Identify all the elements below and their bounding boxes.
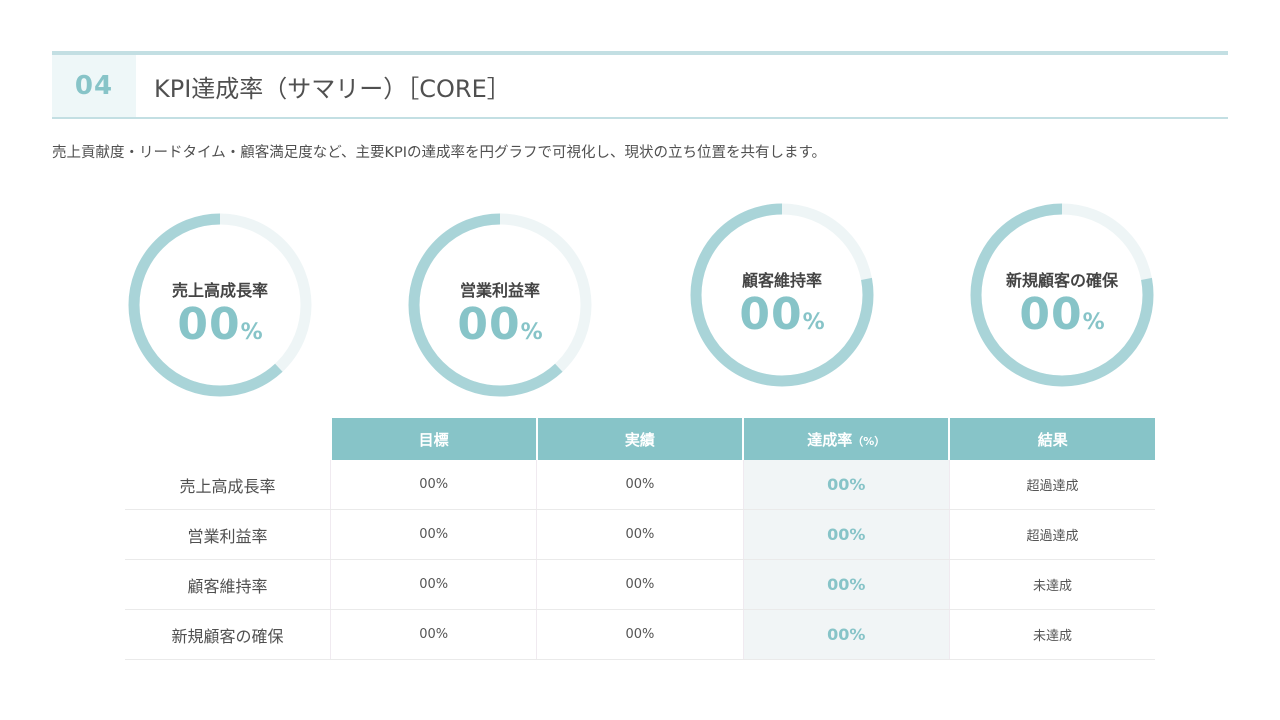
donut-ring-chart: [408, 213, 592, 397]
row-kpi-name: 顧客維持率: [125, 559, 331, 610]
donut-fill-arc: [408, 213, 592, 397]
table-header-rate-unit: （%）: [852, 434, 886, 448]
donut-value: 00%: [964, 289, 1160, 340]
donut-ring-chart: [690, 203, 874, 387]
donut-value: 00%: [402, 299, 598, 350]
row-rate: 00%: [742, 460, 950, 510]
kpi-donut-operating-margin: 営業利益率 00%: [402, 207, 598, 403]
donut-label: 顧客維持率: [741, 271, 822, 290]
kpi-donut-retention: 顧客維持率 00%: [684, 197, 880, 393]
donut-value-number: 00: [177, 299, 241, 350]
page-description: 売上貢献度・リードタイム・顧客満足度など、主要KPIの達成率を円グラフで可視化し…: [52, 145, 827, 161]
kpi-donut-new-customers: 新規顧客の確保 00%: [964, 197, 1160, 393]
row-target: 00%: [330, 559, 537, 610]
row-result: 超過達成: [948, 509, 1155, 560]
row-actual: 00%: [536, 460, 744, 510]
donut-ring-chart: [128, 213, 312, 397]
donut-label: 売上高成長率: [171, 281, 268, 300]
donut-value-unit: %: [802, 310, 825, 335]
donut-label: 新規顧客の確保: [1005, 271, 1118, 290]
donut-value-number: 00: [739, 289, 803, 340]
table-row: 新規顧客の確保 00% 00% 00% 未達成: [125, 609, 1155, 660]
table-header-actual: 実績: [535, 418, 744, 460]
donut-value: 00%: [684, 289, 880, 340]
row-target: 00%: [330, 609, 537, 660]
row-kpi-name: 新規顧客の確保: [125, 609, 331, 660]
donut-fill-arc: [970, 203, 1154, 387]
table-row: 営業利益率 00% 00% 00% 超過達成: [125, 509, 1155, 560]
table-header-blank: [125, 418, 331, 460]
donut-ring-chart: [970, 203, 1154, 387]
table-header-rate-label: 達成率: [807, 430, 853, 449]
donut-fill-arc: [128, 213, 312, 397]
row-rate: 00%: [742, 509, 950, 560]
donut-fill-arc: [690, 203, 874, 387]
table-header-target: 目標: [329, 418, 537, 460]
kpi-summary-table: 目標 実績 達成率（%） 結果 売上高成長率 00% 00% 00% 超過達成 …: [125, 418, 1155, 660]
donut-value-number: 00: [1019, 289, 1083, 340]
donut-value-unit: %: [240, 320, 263, 345]
row-target: 00%: [330, 509, 537, 560]
row-actual: 00%: [536, 609, 744, 660]
row-rate: 00%: [742, 559, 950, 610]
donut-value-unit: %: [520, 320, 543, 345]
row-actual: 00%: [536, 559, 744, 610]
table-header-rate: 達成率（%）: [742, 418, 950, 460]
row-actual: 00%: [536, 509, 744, 560]
row-result: 超過達成: [948, 460, 1155, 510]
donut-label: 営業利益率: [459, 281, 540, 300]
section-number: 04: [52, 55, 136, 117]
row-result: 未達成: [948, 609, 1155, 660]
donut-value-unit: %: [1082, 310, 1105, 335]
section-header: 04 KPI達成率（サマリー）［CORE］: [52, 51, 1228, 119]
row-result: 未達成: [948, 559, 1155, 610]
page-title: KPI達成率（サマリー）［CORE］: [154, 74, 511, 103]
row-kpi-name: 営業利益率: [125, 509, 331, 560]
row-target: 00%: [330, 460, 537, 510]
row-kpi-name: 売上高成長率: [125, 460, 331, 510]
table-header-row: 目標 実績 達成率（%） 結果: [125, 418, 1155, 460]
kpi-donut-sales-growth: 売上高成長率 00%: [122, 207, 318, 403]
table-row: 売上高成長率 00% 00% 00% 超過達成: [125, 460, 1155, 510]
donut-value: 00%: [122, 299, 318, 350]
table-row: 顧客維持率 00% 00% 00% 未達成: [125, 559, 1155, 610]
donut-value-number: 00: [457, 299, 521, 350]
row-rate: 00%: [742, 609, 950, 660]
table-header-result: 結果: [948, 418, 1155, 460]
